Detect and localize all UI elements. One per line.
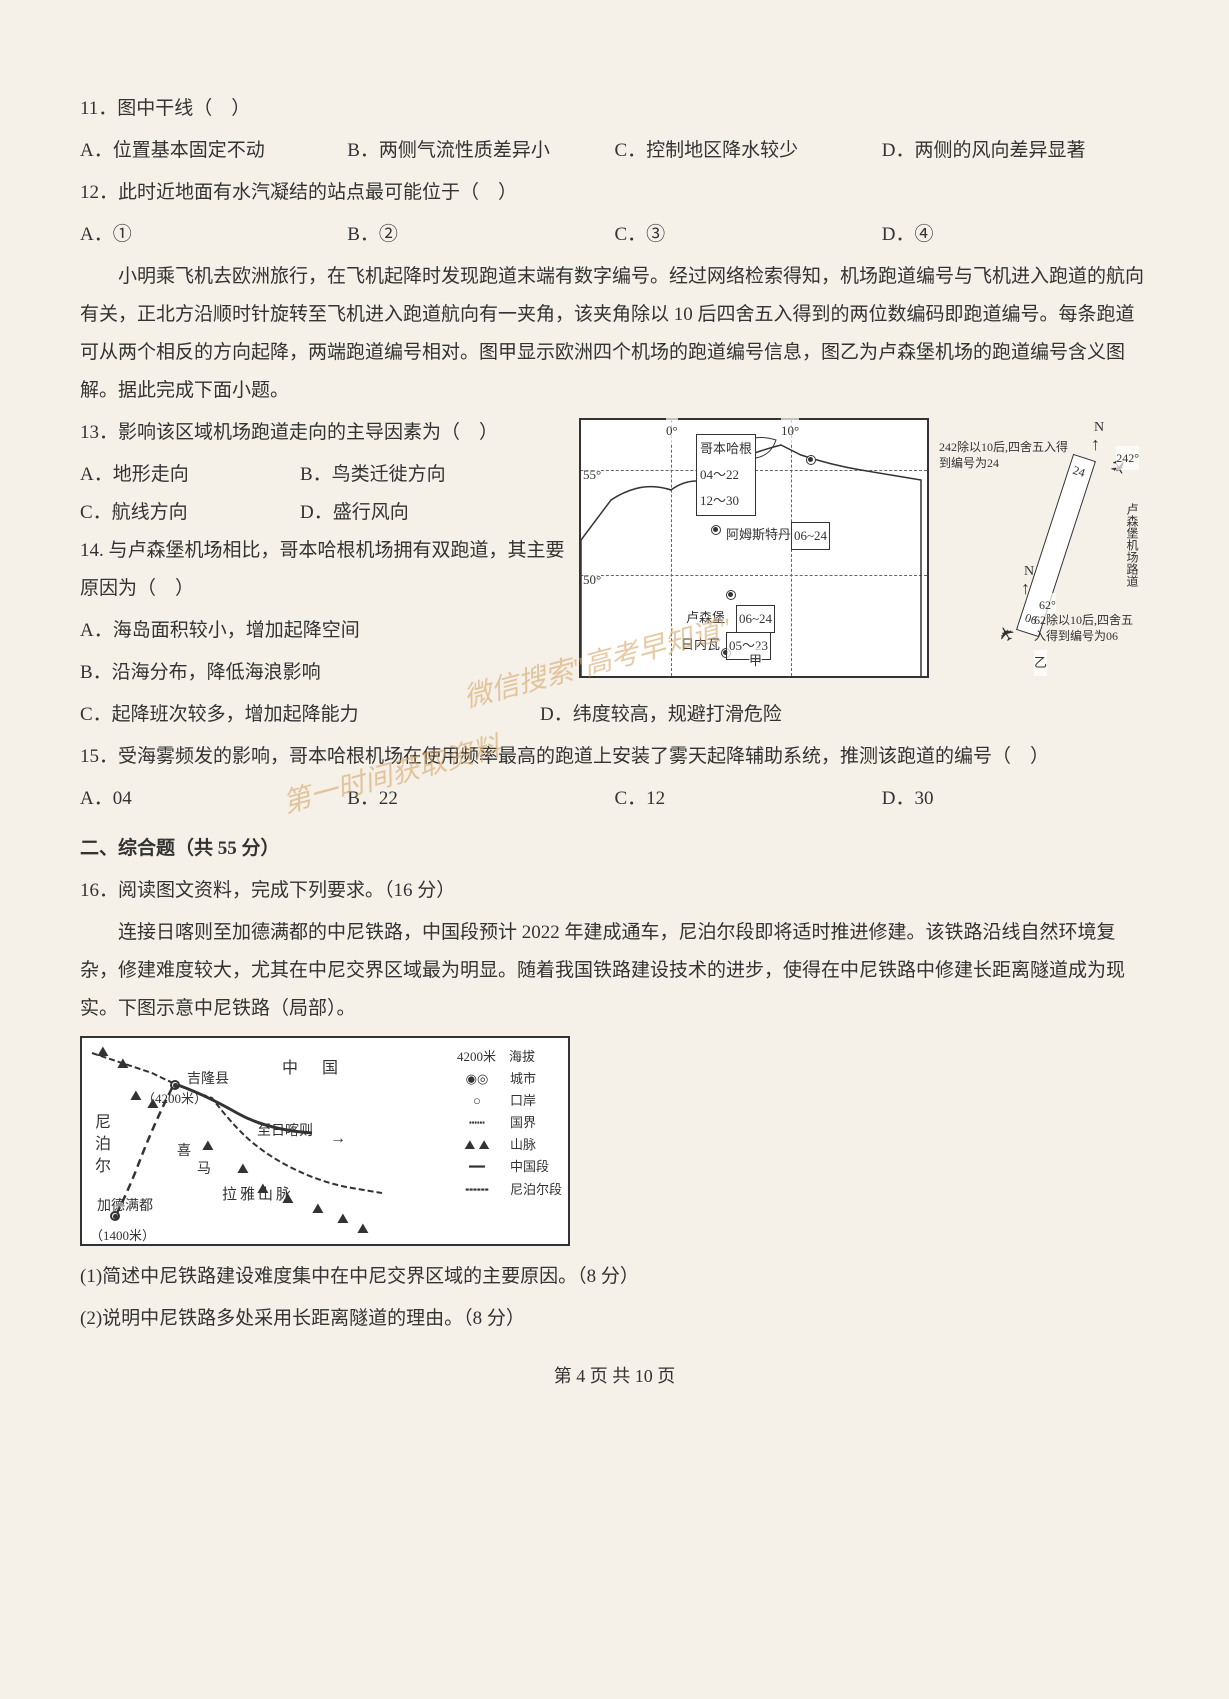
compass-arrow-top: ↑ — [1091, 426, 1100, 462]
rikaze-arrow: → — [330, 1123, 346, 1155]
legend-china-seg: 中国段 — [510, 1159, 549, 1174]
jilong-alt: （4200米） — [142, 1086, 207, 1112]
q12-optB: B．② — [347, 216, 614, 254]
legend-port: 口岸 — [510, 1093, 536, 1108]
map-nepal: ⛰ ⛰ ⛰ ⛰ ⛰ ⛰ ⛰ ⛰ ⛰ ⛰ ⛰ 中 国 尼泊尔 吉隆县 （4200米… — [80, 1036, 570, 1246]
q13-stem: 13．影响该区域机场跑道走向的主导因素为（ ） — [80, 414, 560, 452]
q12-optA: A．① — [80, 216, 347, 254]
legend-border: 国界 — [510, 1115, 536, 1130]
q13-optA: A．地形走向 — [80, 456, 300, 494]
legend-nepal-seg: 尼泊尔段 — [510, 1182, 562, 1197]
china-label: 中 国 — [282, 1053, 342, 1085]
page-footer: 第 4 页 共 10 页 — [80, 1358, 1149, 1394]
q15-stem: 15．受海雾频发的影响，哥本哈根机场在使用频率最高的跑道上安装了雾天起降辅助系统… — [80, 738, 1149, 776]
q14-optC: C．起降班次较多，增加起降能力 — [80, 696, 540, 734]
text-62: 62除以10后,四舍五入得到编号为06 — [1034, 613, 1144, 644]
city-amsterdam — [711, 525, 721, 535]
text-242: 242除以10后,四舍五入得到编号为24 — [939, 440, 1079, 471]
q16-passage: 连接日喀则至加德满都的中尼铁路，中国段预计 2022 年建成通车，尼泊尔段即将适… — [80, 914, 1149, 1028]
rikaze-label: 至日喀则 — [257, 1118, 313, 1146]
copenhagen-box: 哥本哈根 04～22 12～30 — [696, 434, 756, 516]
q11-optA: A．位置基本固定不动 — [80, 132, 347, 170]
q12-stem: 12．此时近地面有水汽凝结的站点最可能位于（ ） — [80, 174, 1149, 212]
figure-yi: 乙 — [1034, 650, 1047, 676]
q14-optD: D．纬度较高，规避打滑危险 — [540, 696, 782, 734]
q11-optD: D．两侧的风向差异显著 — [882, 132, 1149, 170]
q13-optC: C．航线方向 — [80, 494, 300, 532]
q11-options: A．位置基本固定不动 B．两侧气流性质差异小 C．控制地区降水较少 D．两侧的风… — [80, 132, 1149, 170]
city-luxembourg — [726, 590, 736, 600]
r24-label: 24 — [1070, 458, 1089, 485]
passage-airport: 小明乘飞机去欧洲旅行，在飞机起降时发现跑道末端有数字编号。经过网络检索得知，机场… — [80, 258, 1149, 410]
q11-stem: 11．图中干线（ ） — [80, 90, 1149, 128]
q15-optB: B．22 — [347, 780, 614, 818]
q14-optCD: C．起降班次较多，增加起降能力 D．纬度较高，规避打滑危险 — [80, 696, 1149, 734]
q14-stem: 14. 与卢森堡机场相比，哥本哈根机场拥有双跑道，其主要原因为（ ） — [80, 532, 600, 608]
legend-mountain: 山脉 — [510, 1137, 536, 1152]
svg-text:⛰: ⛰ — [312, 1202, 324, 1217]
svg-text:⛰: ⛰ — [97, 1045, 109, 1060]
nepal-legend: 4200米 海拔 ◉◎ 城市 ○ 口岸 ┅┅ 国界 ⛰ ⛰ 山脉 ━━ 中国段 … — [457, 1046, 562, 1201]
q11-optC: C．控制地区降水较少 — [615, 132, 882, 170]
figure-jia: 甲 — [749, 648, 762, 674]
copenhagen-r2: 12～30 — [700, 488, 752, 514]
xi-label: 喜 — [177, 1138, 191, 1166]
himalaya-label: 拉雅山脉 — [222, 1180, 294, 1210]
map-europe: 0° 10° 55° 50° 哥本哈根 04～22 12～30 — [579, 418, 929, 678]
q13-options-row1: A．地形走向 B．鸟类迁徙方向 — [80, 456, 560, 494]
svg-text:⛰: ⛰ — [337, 1212, 349, 1227]
q13-optD: D．盛行风向 — [300, 494, 520, 532]
q15-options: A．04 B．22 C．12 D．30 — [80, 780, 1149, 818]
svg-text:⛰: ⛰ — [237, 1162, 249, 1177]
compass-arrow-bottom: ↑ — [1021, 570, 1030, 606]
plane-icon-bottom: ✈ — [986, 616, 1029, 651]
q11-optB: B．两侧气流性质差异小 — [347, 132, 614, 170]
nepal-label: 尼泊尔 — [84, 1113, 116, 1179]
section2-header: 二、综合题（共 55 分） — [80, 830, 1149, 868]
angle-242: 242° — [1116, 446, 1139, 470]
copenhagen-name: 哥本哈根 — [700, 436, 752, 462]
ma-label: 马 — [197, 1156, 211, 1184]
q14-optB: B．沿海分布，降低海浪影响 — [80, 654, 600, 692]
legend-alt-label: 海拔 — [509, 1049, 535, 1064]
svg-text:⛰: ⛰ — [357, 1222, 369, 1237]
q15-optA: A．04 — [80, 780, 347, 818]
q13-15-block: 0° 10° 55° 50° 哥本哈根 04～22 12～30 — [80, 414, 1149, 818]
geneva-name: 日内瓦 — [681, 632, 720, 658]
q16-sub1: (1)简述中尼铁路建设难度集中在中尼交界区域的主要原因。（8 分） — [80, 1258, 1149, 1296]
kathmandu-alt: （1400米） — [90, 1223, 155, 1249]
city-copenhagen — [806, 455, 816, 465]
legend-city: 城市 — [510, 1071, 536, 1086]
luxembourg-runway: 06~24 — [736, 605, 775, 633]
runway-name-label: 卢森堡机场路道 — [1120, 503, 1144, 587]
kathmandu-name: 加德满都 — [97, 1193, 153, 1221]
svg-text:⛰: ⛰ — [202, 1139, 214, 1154]
amsterdam-name: 阿姆斯特丹 — [726, 522, 791, 548]
q13-optB: B．鸟类迁徙方向 — [300, 456, 520, 494]
q16-sub2: (2)说明中尼铁路多处采用长距离隧道的理由。（8 分） — [80, 1300, 1149, 1338]
legend-alt-value: 4200米 — [457, 1049, 496, 1064]
runway-strip: 24 06 — [1016, 454, 1096, 637]
runway-diagram: N ↑ ✈ 242° 242除以10后,四舍五入得到编号为24 24 06 卢森… — [939, 418, 1139, 678]
q13-options-row2: C．航线方向 D．盛行风向 — [80, 494, 560, 532]
q12-optD: D．④ — [882, 216, 1149, 254]
svg-text:⛰: ⛰ — [117, 1057, 129, 1072]
q12-options: A．① B．② C．③ D．④ — [80, 216, 1149, 254]
figure-europe-airports: 0° 10° 55° 50° 哥本哈根 04～22 12～30 — [579, 418, 1149, 678]
q15-optC: C．12 — [615, 780, 882, 818]
q14-optA: A．海岛面积较小，增加起降空间 — [80, 612, 600, 650]
q15-optD: D．30 — [882, 780, 1149, 818]
q12-optC: C．③ — [615, 216, 882, 254]
amsterdam-runway: 06~24 — [791, 522, 830, 550]
svg-text:⛰: ⛰ — [130, 1089, 142, 1104]
q16-stem: 16．阅读图文资料，完成下列要求。（16 分） — [80, 872, 1149, 910]
copenhagen-r1: 04～22 — [700, 462, 752, 488]
luxembourg-name: 卢森堡 — [686, 605, 725, 631]
